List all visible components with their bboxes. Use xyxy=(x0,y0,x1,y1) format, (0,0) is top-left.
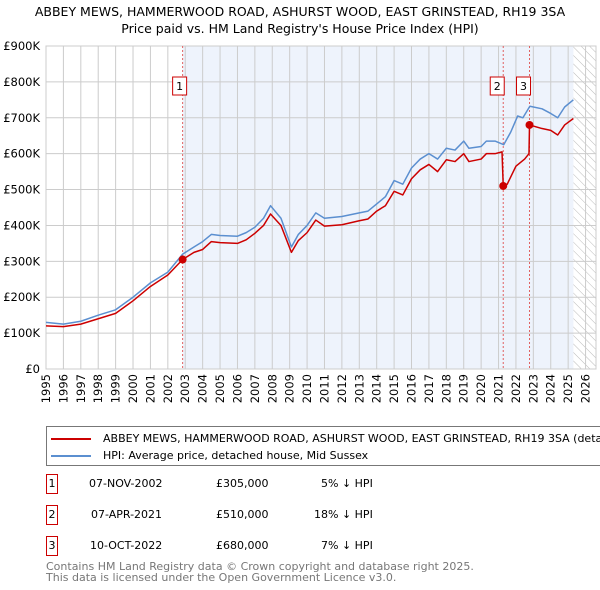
x-tick-label: 2014 xyxy=(370,374,384,403)
sale-date: 07-NOV-2002 xyxy=(89,477,163,490)
sale-label: 3 xyxy=(520,80,527,93)
sale-label: 1 xyxy=(176,80,183,93)
x-tick-label: 2022 xyxy=(509,374,523,403)
x-tick-label: 1998 xyxy=(91,374,105,403)
x-tick-label: 2004 xyxy=(196,374,210,403)
y-tick-label: £500K xyxy=(3,183,40,197)
x-tick-label: 2015 xyxy=(387,374,401,403)
legend-item-property: ABBEY MEWS, HAMMERWOOD ROAD, ASHURST WOO… xyxy=(51,431,600,446)
sale-hpi-diff: 18% ↓ HPI xyxy=(314,508,373,521)
x-tick-label: 2016 xyxy=(405,374,419,403)
x-tick-label: 2018 xyxy=(439,374,453,403)
sale-hpi-diff: 7% ↓ HPI xyxy=(321,539,373,552)
footer-licence: This data is licensed under the Open Gov… xyxy=(46,571,397,584)
plot-border xyxy=(45,45,597,370)
y-tick-label: £700K xyxy=(3,111,40,125)
sale-label-box xyxy=(516,76,532,96)
x-tick-label: 1995 xyxy=(39,374,53,403)
legend-item-hpi: HPI: Average price, detached house, Mid … xyxy=(51,448,368,463)
sale-price: £510,000 xyxy=(216,508,269,521)
x-tick-label: 2009 xyxy=(283,374,297,403)
x-tick-label: 2023 xyxy=(526,374,540,403)
x-tick-label: 2000 xyxy=(126,374,140,403)
x-tick-label: 1997 xyxy=(74,374,88,403)
legend-swatch-blue xyxy=(51,454,91,457)
legend-label: HPI: Average price, detached house, Mid … xyxy=(103,449,369,462)
sale-point xyxy=(525,120,534,129)
sale-badge: 3 xyxy=(46,536,58,556)
sale-point xyxy=(499,181,508,190)
sale-label-box xyxy=(172,76,188,96)
x-tick-label: 2012 xyxy=(335,374,349,403)
x-tick-label: 1999 xyxy=(109,374,123,403)
sale-label-box xyxy=(489,76,505,96)
sale-price: £680,000 xyxy=(216,539,269,552)
x-tick-label: 2002 xyxy=(161,374,175,403)
y-tick-label: £300K xyxy=(3,254,40,268)
x-tick-label: 2011 xyxy=(317,374,331,403)
x-tick-label: 2020 xyxy=(474,374,488,403)
sale-label: 2 xyxy=(494,80,501,93)
y-tick-label: £0 xyxy=(25,362,40,376)
series-line xyxy=(45,117,574,328)
series-line xyxy=(45,99,574,325)
y-tick-label: £900K xyxy=(3,39,40,53)
y-tick-label: £200K xyxy=(3,290,40,304)
sale-date: 10-OCT-2022 xyxy=(90,539,163,552)
x-tick-label: 2010 xyxy=(300,374,314,403)
x-tick-label: 2019 xyxy=(457,374,471,403)
y-tick-label: £600K xyxy=(3,147,40,161)
x-tick-label: 2025 xyxy=(561,374,575,403)
sale-date: 07-APR-2021 xyxy=(91,508,163,521)
x-tick-label: 2021 xyxy=(492,374,506,403)
hatched-future-region xyxy=(573,46,596,369)
x-tick-label: 2007 xyxy=(248,374,262,403)
x-tick-label: 1996 xyxy=(56,374,70,403)
sale-badge: 2 xyxy=(46,505,58,525)
y-tick-label: £400K xyxy=(3,218,40,232)
sale-point xyxy=(178,255,187,264)
legend-swatch-red xyxy=(51,437,91,440)
x-tick-label: 2017 xyxy=(422,374,436,403)
x-tick-label: 2003 xyxy=(178,374,192,403)
x-tick-label: 2006 xyxy=(230,374,244,403)
footer-copyright: Contains HM Land Registry data © Crown c… xyxy=(46,560,474,573)
x-tick-label: 2026 xyxy=(579,374,593,403)
legend-label: ABBEY MEWS, HAMMERWOOD ROAD, ASHURST WOO… xyxy=(103,432,600,445)
y-tick-label: £100K xyxy=(3,326,40,340)
sale-hpi-diff: 5% ↓ HPI xyxy=(321,477,373,490)
chart-subtitle: Price paid vs. HM Land Registry's House … xyxy=(121,21,479,36)
chart-title: ABBEY MEWS, HAMMERWOOD ROAD, ASHURST WOO… xyxy=(34,4,566,19)
x-tick-label: 2013 xyxy=(352,374,366,403)
sale-price: £305,000 xyxy=(216,477,269,490)
sale-badge: 1 xyxy=(46,474,58,494)
y-tick-label: £800K xyxy=(3,75,40,89)
shaded-ownership-region xyxy=(182,46,574,369)
x-tick-label: 2024 xyxy=(544,374,558,403)
x-tick-label: 2001 xyxy=(143,374,157,403)
legend: ABBEY MEWS, HAMMERWOOD ROAD, ASHURST WOO… xyxy=(46,426,600,466)
price-chart: 1995 1996 1997 1998 1999 2000 2001 2002 2003 2004… xyxy=(3,39,597,403)
x-tick-label: 2005 xyxy=(213,374,227,403)
x-tick-label: 2008 xyxy=(265,374,279,403)
